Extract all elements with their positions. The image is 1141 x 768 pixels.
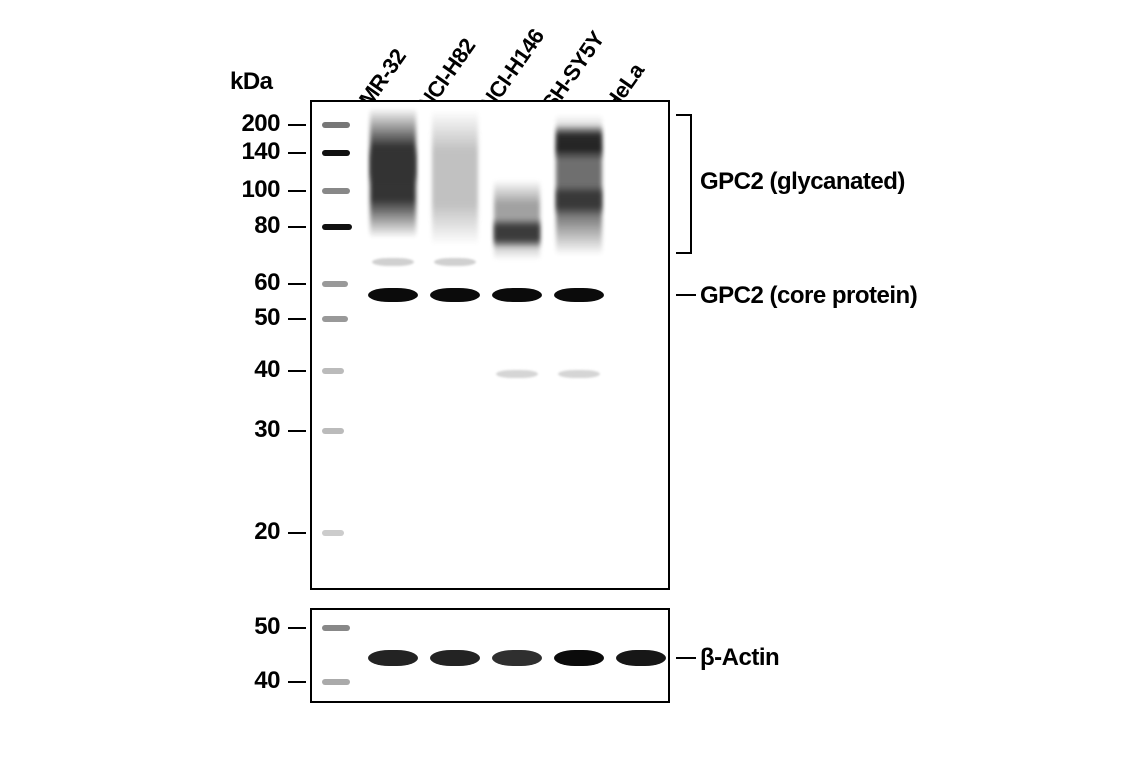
ladder-band — [322, 316, 348, 322]
mw-tick — [288, 124, 306, 126]
actin-band — [616, 650, 666, 666]
glycan-smear — [494, 218, 540, 248]
mw-tick — [288, 430, 306, 432]
core-band — [368, 288, 418, 302]
mw-marker: 60 — [220, 269, 280, 297]
faint-band — [372, 258, 414, 266]
mw-marker: 80 — [220, 212, 280, 240]
ladder-band — [322, 530, 344, 536]
mw-tick — [288, 532, 306, 534]
mw-marker: 40 — [220, 356, 280, 384]
glycan-label: GPC2 (glycanated) — [700, 168, 905, 196]
faint-band — [496, 370, 538, 378]
ladder-band — [322, 625, 350, 631]
actin-dash — [676, 657, 696, 659]
mw-tick — [288, 152, 306, 154]
top-blot-box — [310, 100, 670, 590]
ladder-band — [322, 281, 348, 287]
actin-band — [492, 650, 542, 666]
ladder-band — [322, 150, 350, 156]
mw-marker: 140 — [220, 138, 280, 166]
ladder-band — [322, 122, 350, 128]
ladder-band — [322, 224, 352, 230]
mw-tick — [288, 190, 306, 192]
mw-tick — [288, 370, 306, 372]
actin-band — [368, 650, 418, 666]
mw-marker: 50 — [220, 613, 280, 641]
core-band — [492, 288, 542, 302]
mw-tick — [288, 318, 306, 320]
core-label: GPC2 (core protein) — [700, 282, 917, 310]
glycan-smear — [432, 110, 478, 245]
glycan-smear — [556, 185, 602, 215]
glycan-smear — [556, 125, 602, 160]
ladder-band — [322, 679, 350, 685]
mw-marker: 200 — [220, 110, 280, 138]
faint-band — [558, 370, 600, 378]
actin-label: β-Actin — [700, 644, 779, 672]
core-dash — [676, 294, 696, 296]
mw-marker: 40 — [220, 667, 280, 695]
ladder-band — [322, 428, 344, 434]
mw-tick — [288, 627, 306, 629]
mw-marker: 100 — [220, 176, 280, 204]
mw-tick — [288, 681, 306, 683]
ladder-band — [322, 188, 350, 194]
ladder-band — [322, 368, 344, 374]
core-band — [430, 288, 480, 302]
kda-label: kDa — [230, 68, 273, 96]
mw-marker: 20 — [220, 518, 280, 546]
mw-marker: 30 — [220, 416, 280, 444]
glycan-bracket — [676, 114, 692, 254]
faint-band — [434, 258, 476, 266]
mw-tick — [288, 283, 306, 285]
mw-marker: 50 — [220, 304, 280, 332]
actin-band — [430, 650, 480, 666]
glycan-smear — [370, 145, 416, 185]
actin-band — [554, 650, 604, 666]
mw-tick — [288, 226, 306, 228]
core-band — [554, 288, 604, 302]
